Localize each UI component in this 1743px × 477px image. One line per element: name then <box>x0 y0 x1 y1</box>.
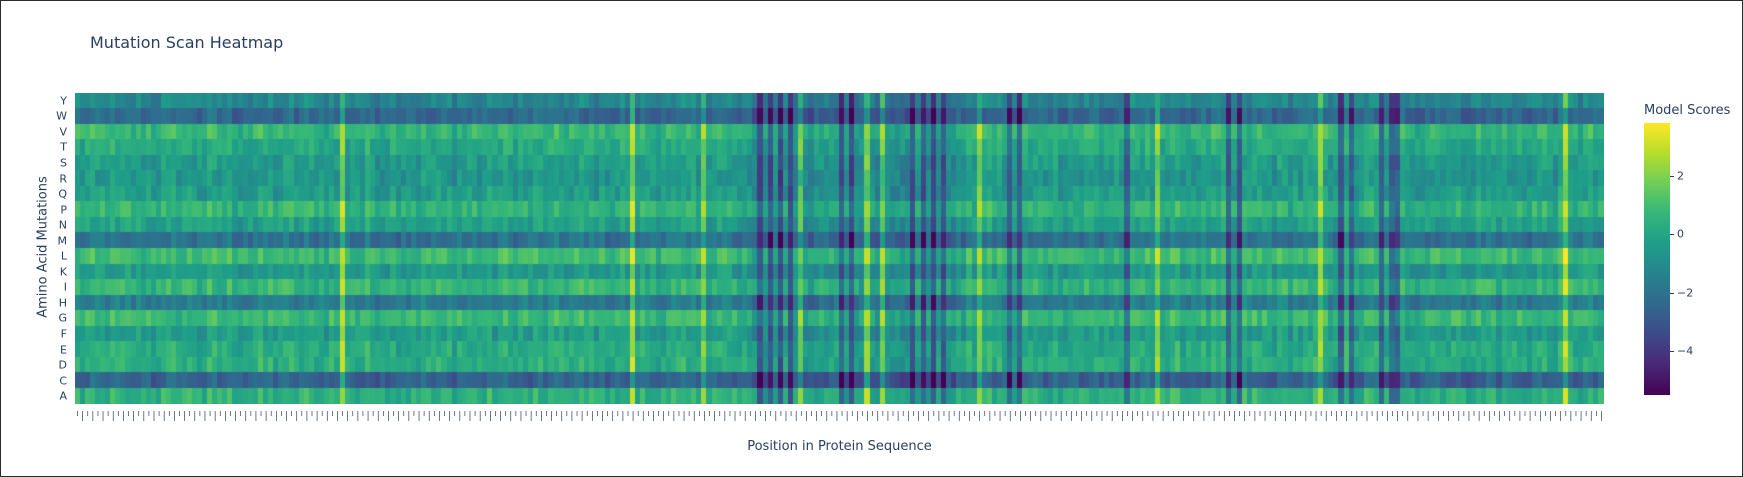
y-tick-E: E <box>60 343 67 357</box>
y-axis-label: Amino Acid Mutations <box>35 176 51 318</box>
y-tick-K: K <box>59 265 67 279</box>
y-tick-Q: Q <box>58 187 67 201</box>
y-tick-M: M <box>57 234 68 248</box>
y-tick-R: R <box>59 172 67 186</box>
colorbar-tick-line <box>1670 351 1674 353</box>
colorbar-tick-label: −2 <box>1677 286 1694 300</box>
colorbar-tick-line <box>1670 175 1674 177</box>
y-tick-I: I <box>63 280 67 294</box>
colorbar-tick-label: 0 <box>1677 227 1684 241</box>
colorbar-tick-label: −4 <box>1677 344 1694 358</box>
colorbar-tick-label: 2 <box>1677 169 1684 183</box>
y-tick-S: S <box>60 156 67 170</box>
y-tick-V: V <box>59 125 67 139</box>
heatmap-grid[interactable] <box>75 93 1604 404</box>
chart-title: Mutation Scan Heatmap <box>90 33 284 52</box>
y-tick-N: N <box>58 218 67 232</box>
y-tick-T: T <box>60 140 67 154</box>
y-tick-L: L <box>60 249 67 263</box>
x-axis-label: Position in Protein Sequence <box>747 439 932 454</box>
y-tick-W: W <box>56 109 67 123</box>
y-tick-D: D <box>58 358 67 372</box>
y-tick-A: A <box>59 389 67 403</box>
colorbar-title: Model Scores <box>1644 103 1731 118</box>
y-tick-F: F <box>60 327 67 341</box>
colorbar-tick-line <box>1670 234 1674 236</box>
colorbar-tick-line <box>1670 292 1674 294</box>
colorbar <box>1644 123 1670 395</box>
y-tick-H: H <box>58 296 67 310</box>
y-tick-Y: Y <box>60 94 67 108</box>
y-tick-C: C <box>59 374 67 388</box>
y-tick-P: P <box>60 203 67 217</box>
x-tick-marks <box>77 411 1602 421</box>
y-tick-G: G <box>58 311 67 325</box>
